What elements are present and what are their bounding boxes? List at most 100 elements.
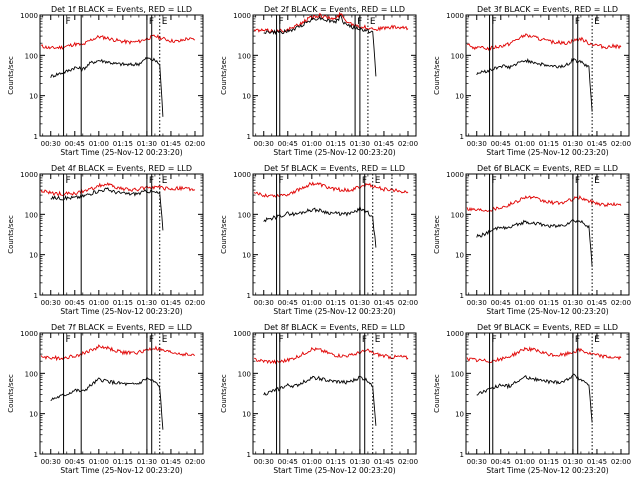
time-marker-label: E [375,176,381,186]
x-tick-label: 01:45 [374,140,394,148]
panel-title: Det 9f BLACK = Events, RED = LLD [477,323,618,332]
time-marker-label: F [492,17,497,27]
series-line-lld [466,195,622,213]
series-line-lld [40,34,196,50]
x-axis-label: Start Time (25-Nov-12 00:23:20) [486,148,608,157]
y-tick-label: 10 [29,411,38,419]
series-line-lld [466,346,622,364]
x-tick-label: 01:30 [137,458,157,466]
series-line-events [476,57,593,112]
series-line-events [50,56,164,117]
panel-title: Det 3f BLACK = Events, RED = LLD [477,5,618,14]
y-tick-label: 1000 [233,171,251,179]
x-tick-label: 02:00 [398,299,418,307]
y-tick-label: 10 [29,93,38,101]
x-tick-label: 00:45 [491,140,511,148]
x-tick-label: 01:00 [89,299,109,307]
y-tick-label: 1000 [446,171,464,179]
x-tick-label: 01:45 [374,458,394,466]
plot-frame [39,173,204,296]
time-marker-label: E [162,176,168,186]
y-axis-label: Counts/sec [220,56,228,95]
y-tick-label: 1000 [446,12,464,20]
x-axis-label: Start Time (25-Nov-12 00:23:20) [273,466,395,475]
series-line-events [263,14,377,77]
x-tick-label: 00:45 [65,299,85,307]
x-axis-label: Start Time (25-Nov-12 00:23:20) [60,148,182,157]
y-tick-label: 10 [242,252,251,260]
y-tick-label: 1 [247,451,251,459]
panel-title: Det 8f BLACK = Events, RED = LLD [264,323,405,332]
panel-2: Det 2f BLACK = Events, RED = LLD 1 10 100 10… [220,5,418,157]
x-tick-label: 02:00 [398,458,418,466]
x-tick-label: 00:30 [254,458,274,466]
panel-title: Det 2f BLACK = Events, RED = LLD [264,5,405,14]
x-tick-label: 01:00 [515,299,535,307]
x-tick-label: 01:45 [587,140,607,148]
y-tick-label: 10 [455,252,464,260]
x-tick-label: 01:15 [326,140,346,148]
series-line-events [50,187,164,231]
time-marker-label: F [66,176,71,186]
x-tick-label: 01:15 [539,299,559,307]
x-tick-label: 02:00 [185,299,205,307]
y-tick-label: 1 [460,292,464,300]
time-marker-label: E [594,176,600,186]
time-marker-label: F [492,176,497,186]
x-tick-label: 01:15 [539,140,559,148]
y-tick-label: 1 [34,133,38,141]
y-tick-label: 100 [25,52,38,60]
y-tick-label: 100 [25,370,38,378]
x-tick-label: 01:30 [350,458,370,466]
x-tick-label: 02:00 [611,458,631,466]
y-tick-label: 1000 [20,12,38,20]
x-tick-label: 00:45 [491,299,511,307]
time-marker-label: F [279,335,284,345]
x-tick-label: 00:30 [41,458,61,466]
y-axis-label: Counts/sec [7,215,15,254]
x-tick-label: 01:00 [302,140,322,148]
y-tick-label: 100 [451,370,464,378]
series-line-events [476,218,593,267]
x-axis-label: Start Time (25-Nov-12 00:23:20) [273,148,395,157]
panel-title: Det 1f BLACK = Events, RED = LLD [51,5,192,14]
series-line-lld [40,344,196,362]
series-line-lld [467,33,622,51]
time-marker-label: E [162,335,168,345]
time-marker-label: F [66,17,71,27]
x-tick-label: 00:30 [41,299,61,307]
x-tick-label: 01:45 [161,299,181,307]
panel-7: Det 7f BLACK = Events, RED = LLD 1 10 100 10… [7,323,205,475]
panel-title: Det 5f BLACK = Events, RED = LLD [264,164,405,173]
y-axis-label: Counts/sec [7,56,15,95]
y-tick-label: 1000 [20,171,38,179]
x-tick-label: 02:00 [185,458,205,466]
x-tick-label: 00:45 [491,458,511,466]
x-tick-label: 01:30 [350,140,370,148]
y-axis-label: Counts/sec [220,374,228,413]
series-line-lld [254,346,409,365]
x-axis-label: Start Time (25-Nov-12 00:23:20) [486,466,608,475]
panel-title: Det 7f BLACK = Events, RED = LLD [51,323,192,332]
x-tick-label: 01:45 [587,458,607,466]
x-axis-label: Start Time (25-Nov-12 00:23:20) [486,307,608,316]
series-line-lld [40,182,196,197]
y-tick-label: 1000 [20,330,38,338]
y-tick-label: 10 [29,252,38,260]
x-tick-label: 01:15 [113,140,133,148]
y-axis-label: Counts/sec [7,374,15,413]
plot-frame [465,14,630,137]
time-marker-label: F [279,17,284,27]
y-tick-label: 10 [455,93,464,101]
y-axis-label: Counts/sec [433,56,441,95]
y-axis-label: Counts/sec [433,215,441,254]
x-axis-label: Start Time (25-Nov-12 00:23:20) [60,466,182,475]
y-tick-label: 100 [25,211,38,219]
x-tick-label: 01:45 [587,299,607,307]
x-tick-label: 01:15 [326,458,346,466]
time-marker-label: F [492,335,497,345]
time-marker-label: F [279,176,284,186]
plot-frame [252,173,417,296]
panel-9: Det 9f BLACK = Events, RED = LLD 1 10 100 10… [433,323,631,475]
series-line-lld [253,181,409,198]
